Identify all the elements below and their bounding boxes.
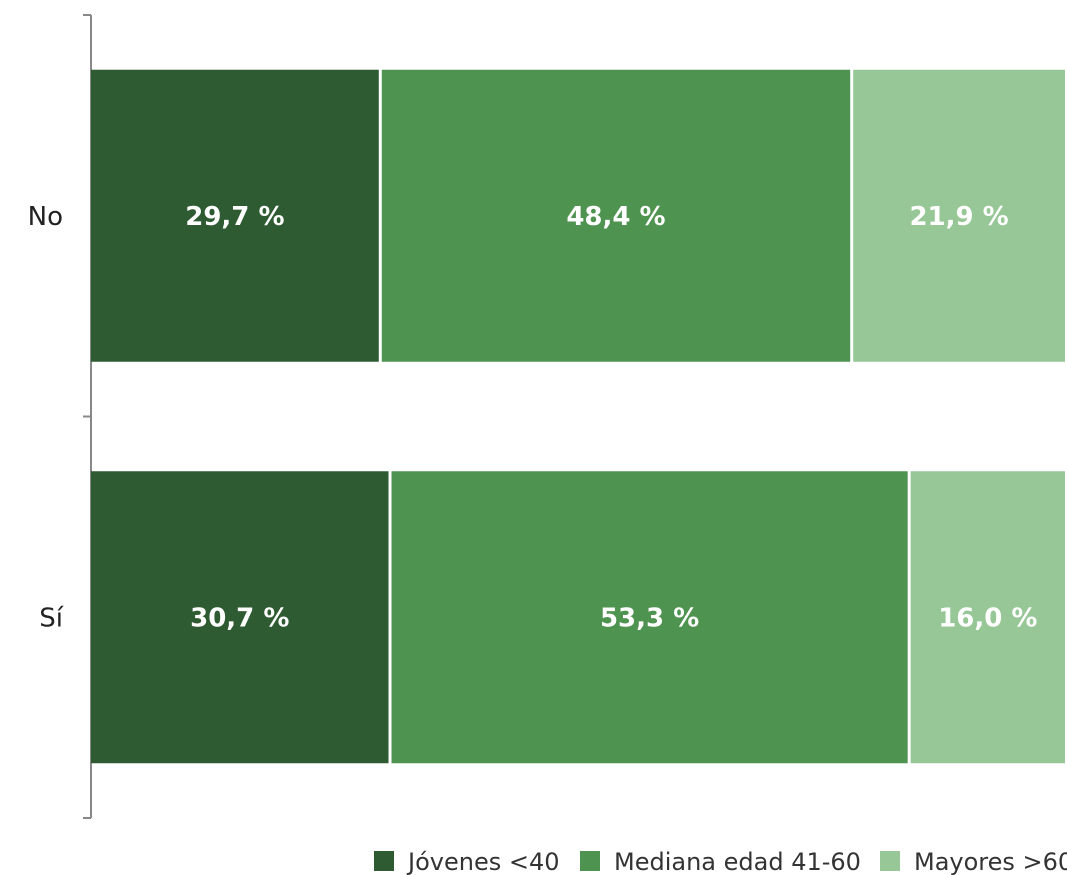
- bars: 29,7 % 48,4 % 21,9 % 30,7 % 53,3 % 16,0 %: [91, 69, 1065, 764]
- legend-swatch-mayores-60: [880, 851, 900, 871]
- data-label-no-mayores-60: 21,9 %: [909, 202, 1008, 232]
- bar-si-jovenes-40: [91, 471, 389, 764]
- legend-swatch-mediana-edad-41-60: [580, 851, 600, 871]
- data-label-no-jovenes-40: 29,7 %: [185, 202, 284, 232]
- bar-no-mediana-edad-41-60: [381, 69, 851, 362]
- bar-si-mediana-edad-41-60: [391, 471, 908, 764]
- legend: Jóvenes <40 Mediana edad 41-60 Mayores >60: [374, 848, 1067, 875]
- category-axis: No Sí: [28, 14, 92, 819]
- legend-label-mayores-60: Mayores >60: [914, 848, 1067, 875]
- data-label-si-jovenes-40: 30,7 %: [190, 603, 289, 633]
- data-label-no-mediana-edad-41-60: 48,4 %: [566, 202, 665, 232]
- legend-label-jovenes-40: Jóvenes <40: [406, 848, 560, 875]
- legend-label-mediana-edad-41-60: Mediana edad 41-60: [614, 848, 861, 875]
- category-label-no: No: [28, 202, 63, 232]
- data-label-si-mayores-60: 16,0 %: [938, 603, 1037, 633]
- bar-no-mayores-60: [853, 69, 1065, 362]
- bar-no-jovenes-40: [91, 69, 379, 362]
- legend-swatch-jovenes-40: [374, 851, 394, 871]
- bar-si-mayores-60: [910, 471, 1065, 764]
- data-label-si-mediana-edad-41-60: 53,3 %: [600, 603, 699, 633]
- category-label-si: Sí: [39, 603, 64, 633]
